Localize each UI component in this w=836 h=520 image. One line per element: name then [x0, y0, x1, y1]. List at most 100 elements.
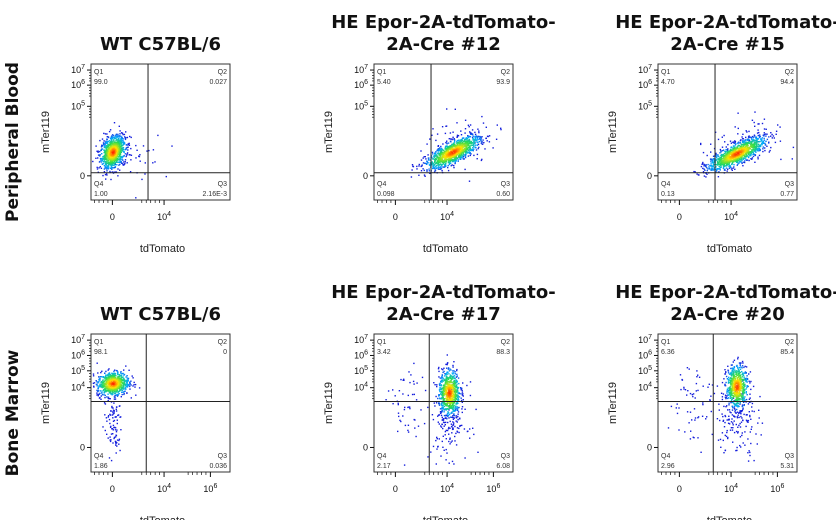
- event-dot: [100, 149, 102, 151]
- event-dot: [472, 138, 474, 140]
- event-dot: [456, 408, 459, 410]
- event-dot: [473, 145, 475, 147]
- event-dot: [122, 383, 125, 385]
- event-dot: [727, 148, 729, 150]
- event-dot: [123, 141, 125, 143]
- event-dot: [460, 142, 462, 144]
- event-dot: [109, 156, 112, 158]
- event-dot: [118, 387, 120, 389]
- event-dot: [432, 153, 434, 155]
- event-dot: [454, 371, 456, 373]
- event-dot: [92, 160, 94, 163]
- event-dot: [119, 160, 121, 162]
- event-dot: [435, 139, 437, 142]
- event-dot: [446, 383, 448, 386]
- event-dot: [442, 418, 445, 420]
- event-dot: [466, 147, 468, 150]
- event-dot: [435, 154, 438, 156]
- event-dot: [115, 406, 118, 408]
- event-dot: [455, 415, 457, 417]
- event-dot: [752, 151, 754, 153]
- event-dot: [460, 387, 462, 389]
- event-dot: [452, 373, 454, 375]
- quadrant-q3-name: Q3: [501, 181, 510, 188]
- tick-label: 107: [638, 64, 652, 75]
- event-dot: [447, 161, 450, 163]
- event-dot: [710, 165, 712, 168]
- event-dot: [109, 379, 111, 381]
- event-dot: [731, 147, 733, 149]
- event-dot: [102, 142, 105, 144]
- event-dot: [438, 395, 440, 397]
- event-dot: [746, 131, 748, 133]
- event-dot: [743, 150, 746, 153]
- event-dot: [451, 416, 453, 418]
- event-dot: [100, 395, 102, 397]
- event-dot: [736, 154, 739, 156]
- event-dot: [120, 386, 122, 388]
- event-dot: [101, 386, 104, 389]
- event-dot: [110, 382, 112, 384]
- event-dot: [418, 174, 420, 176]
- scatter-points: [92, 362, 141, 462]
- event-dot: [449, 155, 451, 158]
- event-dot: [454, 440, 456, 442]
- scatter-points: [385, 354, 479, 466]
- event-dot: [750, 140, 752, 142]
- event-dot: [446, 418, 448, 420]
- event-dot: [745, 140, 747, 142]
- event-dot: [466, 150, 468, 153]
- event-dot: [97, 150, 99, 152]
- event-dot: [443, 367, 445, 369]
- event-dot: [118, 392, 120, 395]
- event-dot: [93, 385, 95, 387]
- event-dot: [462, 151, 464, 154]
- event-dot: [432, 155, 435, 157]
- event-dot: [745, 130, 747, 132]
- event-dot: [738, 155, 740, 158]
- event-dot: [107, 378, 109, 380]
- event-dot: [125, 376, 127, 378]
- event-dot: [462, 393, 464, 395]
- tick-label: 104: [157, 211, 171, 222]
- event-dot: [441, 419, 443, 421]
- event-dot: [103, 388, 105, 391]
- event-dot: [750, 150, 753, 153]
- event-dot: [429, 138, 431, 140]
- event-dot: [442, 162, 445, 165]
- event-dot: [113, 411, 115, 413]
- event-dot: [126, 152, 129, 154]
- event-dot: [460, 143, 462, 145]
- event-dot: [452, 364, 454, 367]
- event-dot: [753, 135, 756, 137]
- event-dot: [104, 394, 106, 397]
- event-dot: [122, 143, 124, 146]
- event-dot: [753, 146, 755, 148]
- event-dot: [463, 150, 466, 153]
- event-dot: [111, 144, 114, 146]
- event-dot: [735, 152, 737, 154]
- event-dot: [775, 133, 777, 135]
- event-dot: [407, 424, 410, 426]
- event-dot: [444, 408, 447, 410]
- event-dot: [759, 135, 761, 138]
- event-dot: [126, 154, 128, 156]
- event-dot: [700, 143, 702, 146]
- event-dot: [467, 155, 470, 157]
- event-dot: [465, 137, 468, 140]
- event-dot: [476, 141, 478, 143]
- quadrant-q1-name: Q1: [94, 69, 103, 76]
- event-dot: [96, 168, 99, 170]
- event-dot: [728, 160, 730, 162]
- event-dot: [117, 175, 119, 177]
- event-dot: [446, 158, 448, 161]
- event-dot: [460, 134, 463, 136]
- event-dot: [445, 165, 447, 167]
- event-dot: [468, 141, 470, 143]
- event-dot: [730, 146, 732, 149]
- event-dot: [402, 393, 404, 395]
- event-dot: [119, 389, 121, 391]
- event-dot: [421, 376, 424, 379]
- event-dot: [467, 430, 469, 432]
- event-dot: [109, 426, 112, 428]
